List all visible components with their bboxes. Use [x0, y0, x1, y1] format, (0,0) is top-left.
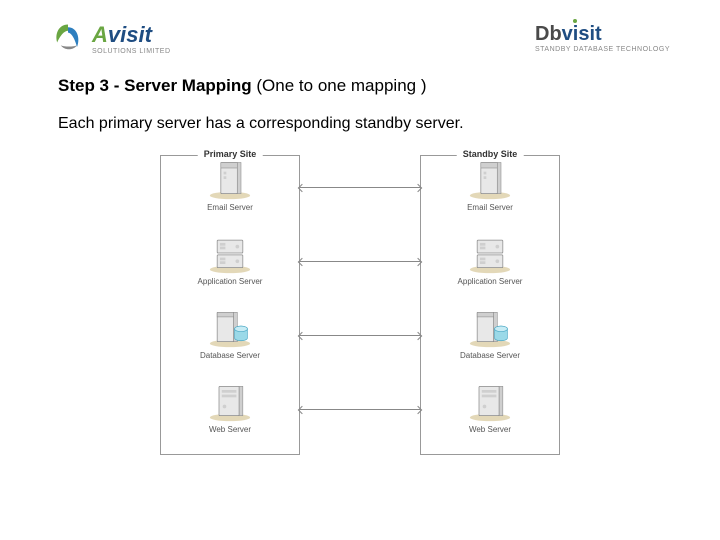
step-description: Each primary server has a corresponding …	[58, 114, 662, 135]
avisit-brand-text: Avisit SOLUTIONS LIMITED	[92, 22, 171, 55]
standby-server-0: Email Server	[420, 157, 560, 212]
avisit-logo: Avisit SOLUTIONS LIMITED	[50, 20, 171, 56]
server-icon	[206, 231, 254, 275]
server-icon	[466, 379, 514, 423]
server-icon	[206, 379, 254, 423]
server-icon	[466, 231, 514, 275]
content: Step 3 - Server Mapping (One to one mapp…	[0, 66, 720, 457]
server-icon	[206, 305, 254, 349]
brand-visit-r: visit	[562, 23, 602, 45]
connector-email	[300, 187, 420, 188]
primary-server-3: Web Server	[160, 379, 300, 434]
server-label: Web Server	[209, 425, 251, 434]
dbvisit-subtitle: STANDBY DATABASE TECHNOLOGY	[535, 46, 670, 53]
brand-a: A	[92, 22, 108, 47]
title-plain: (One to one mapping )	[252, 76, 427, 95]
brand-visit: visit	[108, 22, 152, 47]
server-icon	[466, 305, 514, 349]
dbvisit-logo: Dbvisit STANDBY DATABASE TECHNOLOGY	[535, 23, 670, 53]
connector-web	[300, 409, 420, 410]
server-label: Application Server	[198, 277, 263, 286]
standby-server-1: Application Server	[420, 231, 560, 286]
server-icon	[206, 157, 254, 201]
avisit-subtitle: SOLUTIONS LIMITED	[92, 48, 171, 55]
server-label: Email Server	[467, 203, 513, 212]
header: Avisit SOLUTIONS LIMITED Dbvisit STANDBY…	[0, 0, 720, 66]
standby-server-2: Database Server	[420, 305, 560, 360]
server-mapping-diagram: Primary Site Standby Site Email ServerEm…	[160, 147, 560, 457]
connector-app	[300, 261, 420, 262]
brand-db: Db	[535, 23, 562, 45]
standby-server-3: Web Server	[420, 379, 560, 434]
title-bold: Step 3 - Server Mapping	[58, 76, 252, 95]
primary-server-1: Application Server	[160, 231, 300, 286]
swirl-icon	[50, 20, 86, 56]
server-label: Web Server	[469, 425, 511, 434]
server-label: Email Server	[207, 203, 253, 212]
server-label: Database Server	[200, 351, 260, 360]
server-label: Database Server	[460, 351, 520, 360]
primary-server-0: Email Server	[160, 157, 300, 212]
connector-db	[300, 335, 420, 336]
server-label: Application Server	[458, 277, 523, 286]
primary-server-2: Database Server	[160, 305, 300, 360]
server-icon	[466, 157, 514, 201]
step-title: Step 3 - Server Mapping (One to one mapp…	[58, 76, 662, 96]
dbvisit-brand-text: Dbvisit STANDBY DATABASE TECHNOLOGY	[535, 23, 670, 53]
